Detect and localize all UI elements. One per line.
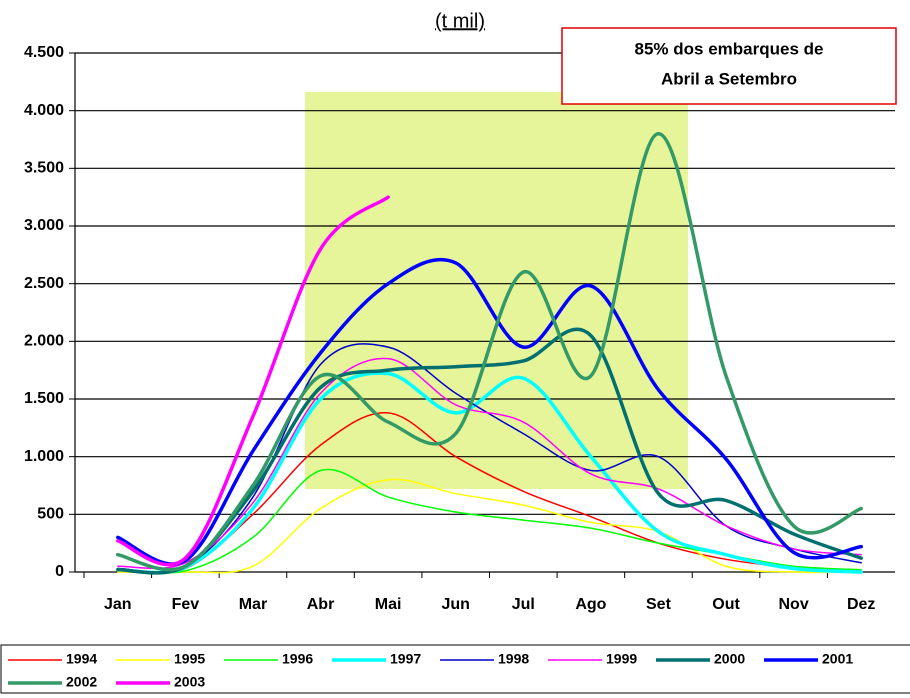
legend-label: 2001: [822, 651, 853, 667]
series-line: [117, 478, 862, 574]
x-tick-label: Out: [712, 596, 740, 613]
y-tick-label: 2.000: [24, 333, 64, 350]
x-tick-label: Jan: [104, 596, 132, 613]
series-line: [117, 412, 862, 574]
legend-label: 1996: [282, 651, 313, 667]
legend-label: 1999: [606, 651, 637, 667]
series-line: [116, 131, 863, 572]
x-tick-label: Dez: [847, 596, 875, 613]
grid: 0 500 1.000 1.500 2.000 2.500 3.000 3.500 4.000 4…: [24, 44, 895, 613]
x-tick-label: Ago: [575, 596, 606, 613]
legend: 1994 1995 1996 1997 1998 1999 2000 2001 2002 2003: [8, 651, 853, 690]
x-tick-label: Mar: [239, 596, 267, 613]
y-tick-label: 4.500: [24, 44, 64, 61]
legend-label: 2002: [66, 674, 97, 690]
chart-title: (t mil): [435, 10, 485, 32]
y-tick-label: 0: [55, 563, 64, 580]
y-tick-label: 3.000: [24, 217, 64, 234]
series-line: [116, 327, 863, 575]
legend-label: 1995: [174, 651, 205, 667]
legend-label: 1997: [390, 651, 421, 667]
annotation-box: [561, 27, 897, 105]
y-tick-label: 3.500: [24, 160, 64, 177]
highlight-region: [305, 92, 688, 489]
y-tick-label: 1.000: [24, 448, 64, 465]
x-tick-label: Set: [646, 596, 672, 613]
y-tick-label: 2.500: [24, 275, 64, 292]
annotation: Abril a Setembro: [661, 69, 797, 88]
legend-label: 2003: [174, 674, 205, 690]
legend-label: 1998: [498, 651, 529, 667]
annotation: 85% dos embarques de: [635, 39, 824, 58]
series-line: [116, 195, 390, 567]
series-line: [116, 257, 863, 566]
x-tick-label: Jul: [512, 596, 535, 613]
x-tick-label: Jun: [441, 596, 469, 613]
legend-label: 1994: [66, 651, 97, 667]
x-tick-label: Mai: [375, 596, 402, 613]
legend-box: [0, 644, 910, 694]
x-tick-label: Fev: [172, 596, 200, 613]
series-line: [117, 357, 862, 570]
y-tick-label: 4.000: [24, 102, 64, 119]
y-tick-label: 500: [37, 506, 64, 523]
legend-label: 2000: [714, 651, 745, 667]
lines: [116, 131, 863, 575]
x-tick-label: Nov: [779, 596, 809, 613]
y-tick-label: 1.500: [24, 390, 64, 407]
series-line: [116, 371, 863, 575]
x-tick-label: Abr: [307, 596, 335, 613]
